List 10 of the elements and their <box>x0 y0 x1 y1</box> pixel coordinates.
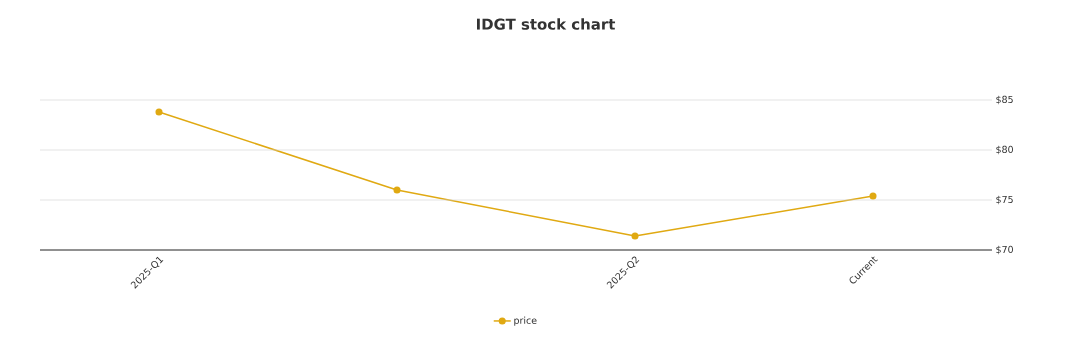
y-tick-label: $80 <box>996 145 1013 155</box>
y-tick-label: $70 <box>996 245 1013 255</box>
legend-label: price <box>514 316 537 326</box>
point <box>869 192 877 200</box>
chart-title: IDGT stock chart <box>477 18 616 30</box>
y-tick-label: $75 <box>996 195 1013 205</box>
y-tick-label: $85 <box>996 95 1013 105</box>
point <box>393 186 401 194</box>
point <box>155 108 163 116</box>
point <box>631 232 639 240</box>
